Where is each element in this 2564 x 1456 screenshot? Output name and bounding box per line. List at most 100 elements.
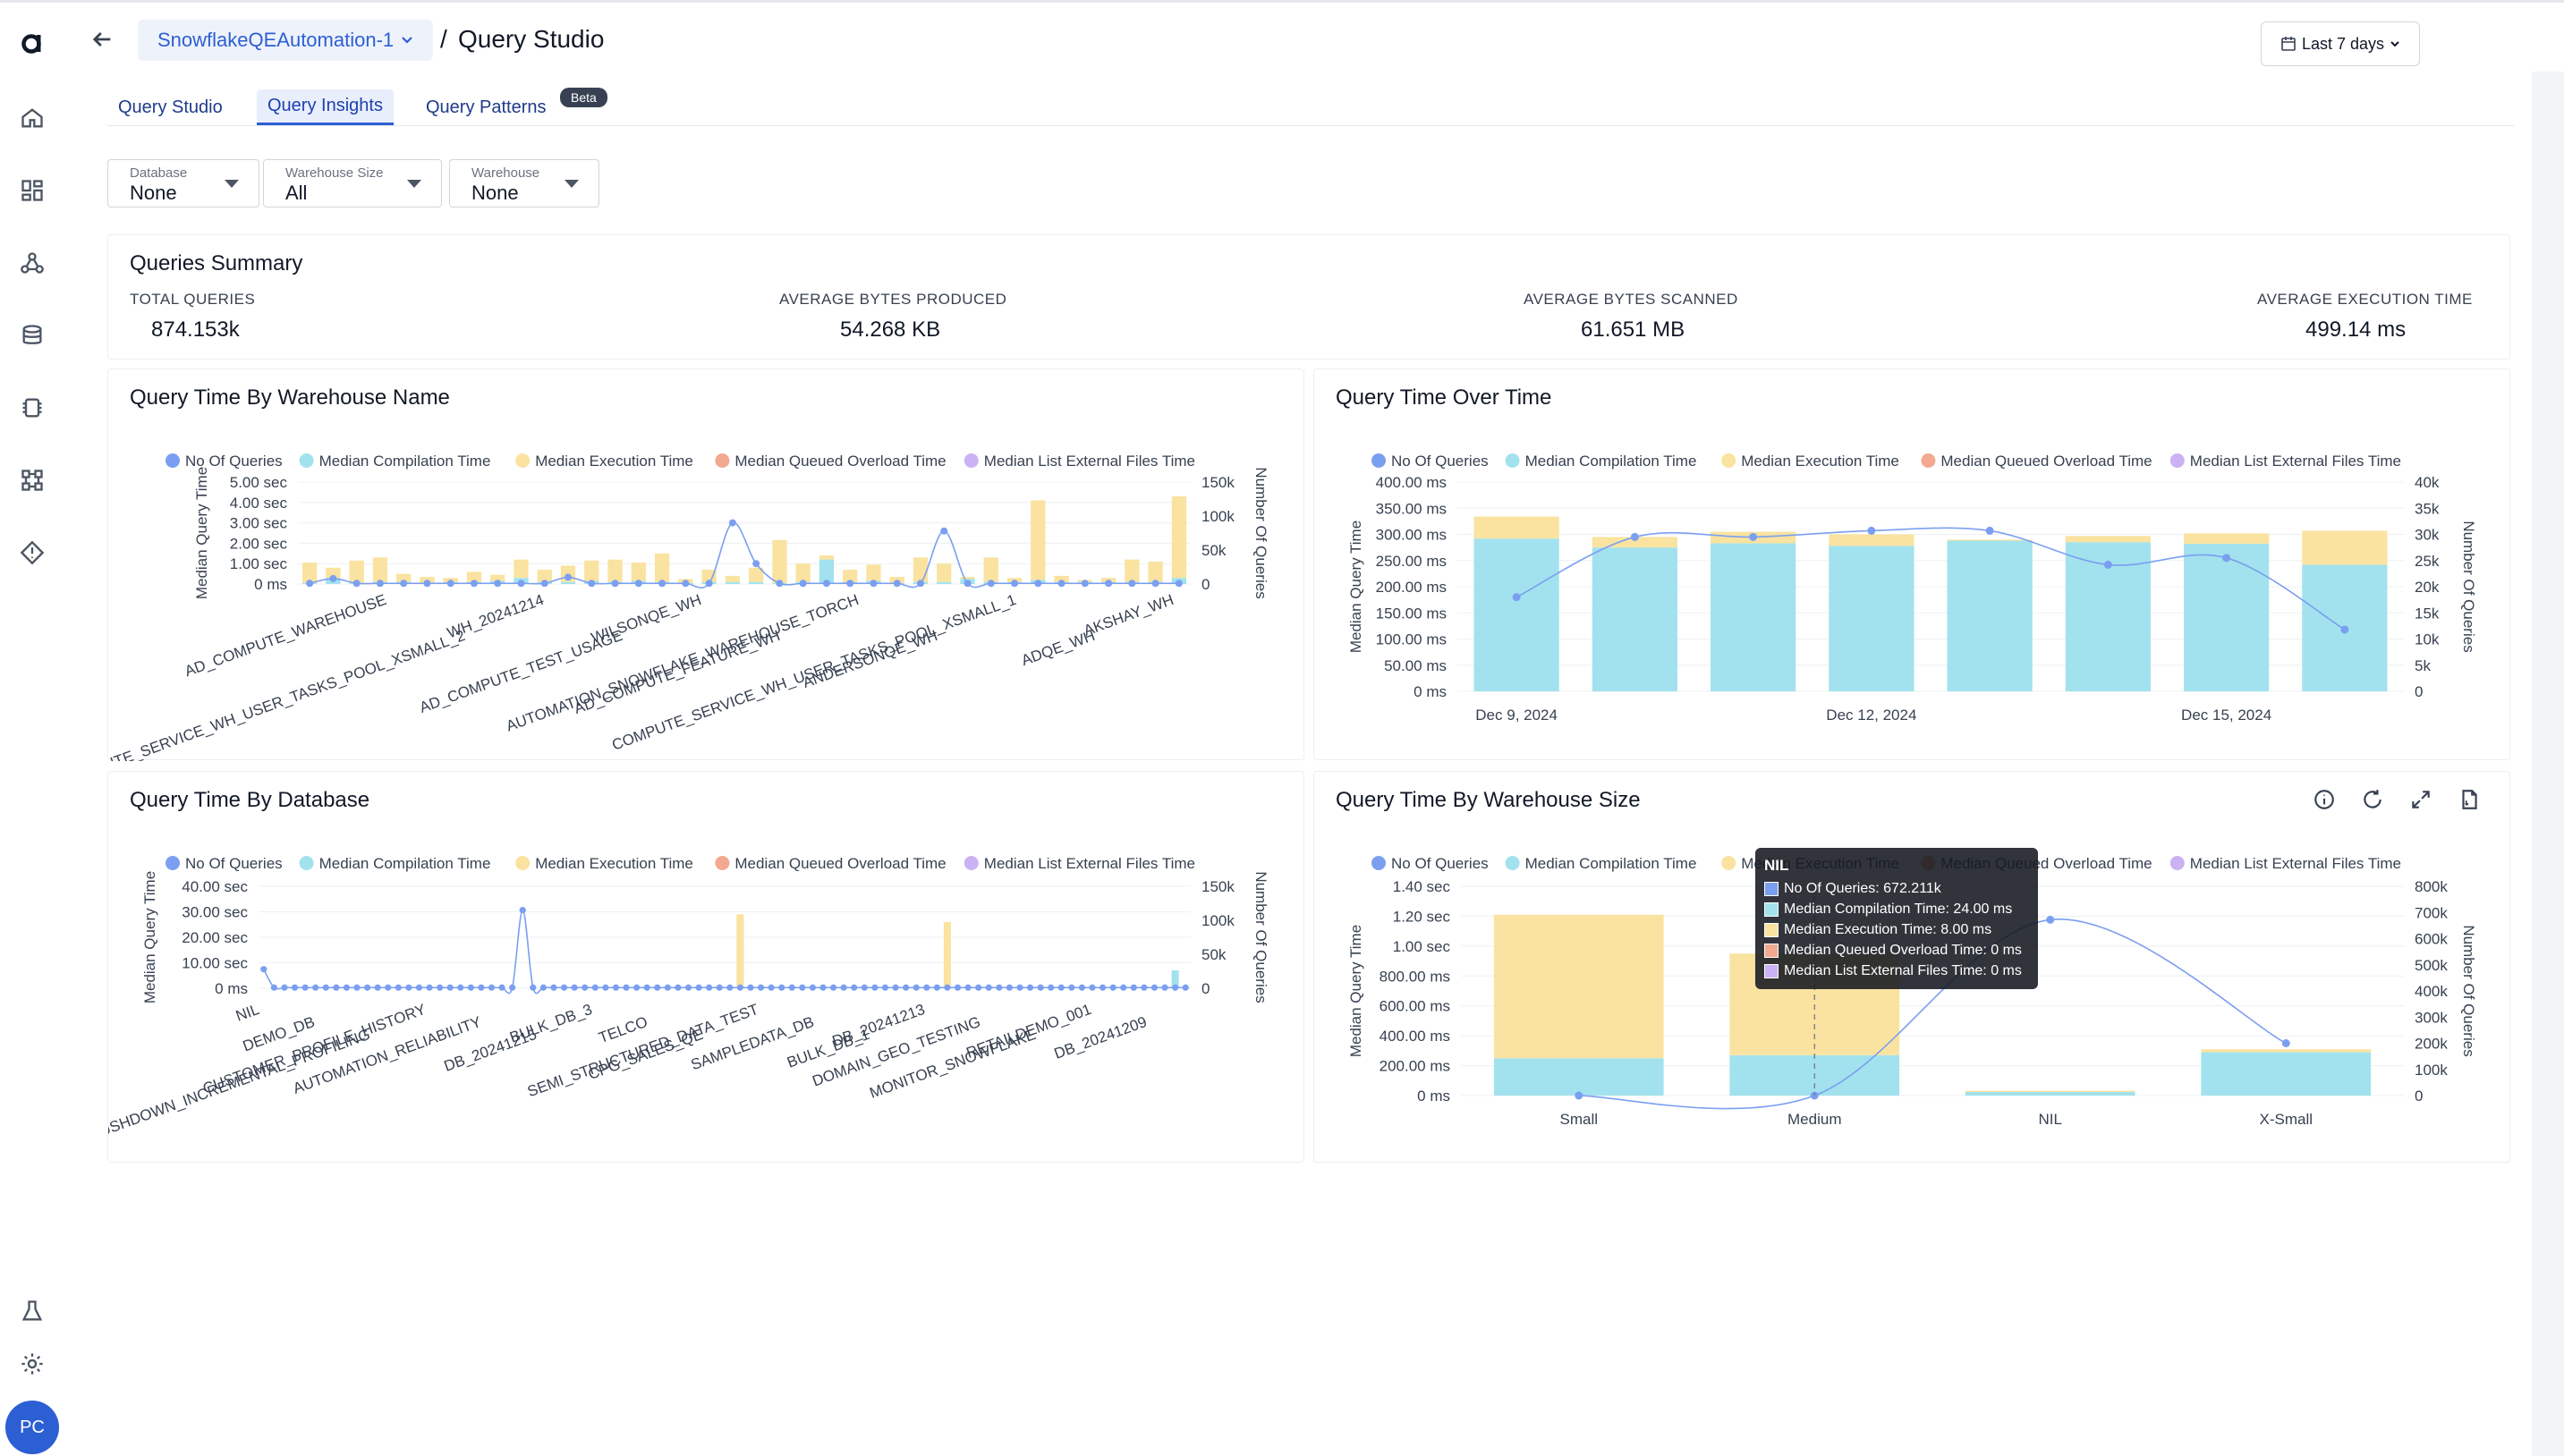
user-avatar[interactable]: PC: [5, 1401, 59, 1454]
chart-title: Query Time By Database: [130, 788, 370, 812]
point-queries: [281, 984, 288, 991]
tab-query-insights[interactable]: Query Insights: [257, 89, 394, 125]
csv-download-icon[interactable]: [2456, 786, 2483, 813]
legend-swatch: [1505, 856, 1520, 870]
y2-tick-label: 100k: [2415, 1062, 2448, 1079]
tooltip-row: No Of Queries: 672.211k: [1764, 878, 2029, 899]
y-tick-label: 1.00 sec: [230, 555, 288, 572]
point-queries: [591, 984, 599, 991]
point-queries: [658, 580, 666, 588]
point-queries: [840, 984, 847, 991]
graph-nodes-icon[interactable]: [19, 250, 46, 276]
y2-axis-label: Number Of Queries: [1252, 871, 1269, 1003]
top-border: [0, 0, 2564, 3]
tooltip-text: Median Execution Time: 8.00 ms: [1784, 921, 1992, 937]
bar-execution: [943, 921, 951, 988]
tab-query-studio[interactable]: Query Studio: [118, 97, 223, 117]
bar-execution: [2065, 536, 2151, 543]
bar-execution: [490, 574, 505, 581]
point-queries: [1016, 984, 1023, 991]
point-queries: [654, 984, 661, 991]
tab-query-patterns[interactable]: Query Patterns: [426, 97, 547, 117]
tooltip-text: Median Compilation Time: 24.00 ms: [1784, 901, 2013, 917]
chart-title: Query Time By Warehouse Size: [1336, 788, 1641, 812]
point-queries: [612, 984, 620, 991]
y-tick-label: 0 ms: [1417, 1088, 1450, 1105]
x-tick-label: BULK_DB_3: [507, 1001, 594, 1046]
point-queries: [571, 984, 578, 991]
y2-tick-label: 150k: [1201, 474, 1235, 491]
point-queries: [1105, 580, 1113, 588]
point-queries: [1161, 984, 1168, 991]
y2-tick-label: 800k: [2415, 878, 2448, 895]
point-queries: [706, 984, 713, 991]
legend-label: Median List External Files Time: [2190, 453, 2401, 470]
lab-flask-icon[interactable]: [19, 1298, 46, 1325]
home-icon[interactable]: [19, 105, 46, 131]
x-tick-label: NIL: [2039, 1111, 2062, 1128]
bar-execution: [772, 539, 787, 583]
point-queries: [913, 984, 920, 991]
point-queries: [2281, 1039, 2290, 1047]
point-queries: [519, 907, 526, 914]
dashboard-icon[interactable]: [19, 177, 46, 204]
legend-swatch: [299, 453, 314, 468]
settings-gear-icon[interactable]: [19, 1350, 46, 1377]
database-icon[interactable]: [19, 322, 46, 349]
point-queries: [395, 984, 402, 991]
bar-execution: [843, 570, 858, 582]
point-queries: [2046, 915, 2055, 924]
bar-execution: [584, 560, 599, 581]
sidebar: PC: [0, 3, 64, 1456]
legend-swatch: [515, 453, 531, 468]
point-queries: [903, 984, 910, 991]
x-tick-label: Dec 15, 2024: [2181, 707, 2271, 724]
summary-label: AVERAGE BYTES PRODUCED: [779, 291, 1007, 308]
y-tick-label: 0 ms: [254, 576, 287, 593]
warehouse-size-filter[interactable]: Warehouse Size All: [263, 159, 442, 207]
y-tick-label: 0 ms: [1414, 683, 1447, 700]
point-queries: [405, 984, 412, 991]
app-logo-icon[interactable]: [18, 24, 47, 60]
summary-title: Queries Summary: [130, 251, 303, 275]
y2-tick-label: 50k: [1201, 542, 1227, 559]
y-tick-label: 200.00 ms: [1380, 1058, 1450, 1075]
x-tick-label: Dec 12, 2024: [1826, 707, 1916, 724]
bar-execution: [537, 570, 552, 582]
date-range-button[interactable]: Last 7 days: [2261, 21, 2420, 66]
back-arrow-icon[interactable]: [89, 27, 116, 54]
chart-title: Query Time Over Time: [1336, 385, 1552, 410]
point-queries: [940, 527, 948, 535]
info-icon[interactable]: [2311, 786, 2338, 813]
chevron-down-icon: [2390, 41, 2399, 47]
point-queries: [996, 984, 1003, 991]
tooltip-row: Median Queued Overload Time: 0 ms: [1764, 940, 2029, 961]
y-tick-label: 250.00 ms: [1376, 553, 1447, 570]
point-queries: [1026, 984, 1034, 991]
point-queries: [1575, 1091, 1583, 1100]
y-tick-label: 3.00 sec: [230, 515, 288, 532]
refresh-icon[interactable]: [2359, 786, 2386, 813]
bar-compilation: [2201, 1052, 2372, 1096]
y2-tick-label: 20k: [2415, 579, 2440, 596]
bar-execution: [372, 557, 388, 582]
y2-tick-label: 50k: [1201, 946, 1227, 963]
point-queries: [446, 580, 454, 588]
network-icon[interactable]: [19, 467, 46, 494]
bar-execution: [1493, 914, 1664, 1059]
legend-label: Median Compilation Time: [319, 855, 491, 872]
x-tick-label: Medium: [1787, 1111, 1841, 1128]
expand-icon[interactable]: [2407, 786, 2434, 813]
tooltip-title: NIL: [1764, 857, 1789, 874]
point-queries: [716, 984, 723, 991]
point-queries: [1172, 984, 1179, 991]
point-queries: [376, 580, 384, 588]
warehouse-filter[interactable]: Warehouse None: [449, 159, 599, 207]
point-queries: [1078, 984, 1086, 991]
alert-diamond-icon[interactable]: [19, 539, 46, 566]
bar-execution: [913, 557, 929, 582]
y2-tick-label: 300k: [2415, 1009, 2448, 1026]
project-selector[interactable]: SnowflakeQEAutomation-1: [138, 20, 434, 61]
database-filter[interactable]: Database None: [107, 159, 259, 207]
chip-icon[interactable]: [19, 394, 46, 421]
